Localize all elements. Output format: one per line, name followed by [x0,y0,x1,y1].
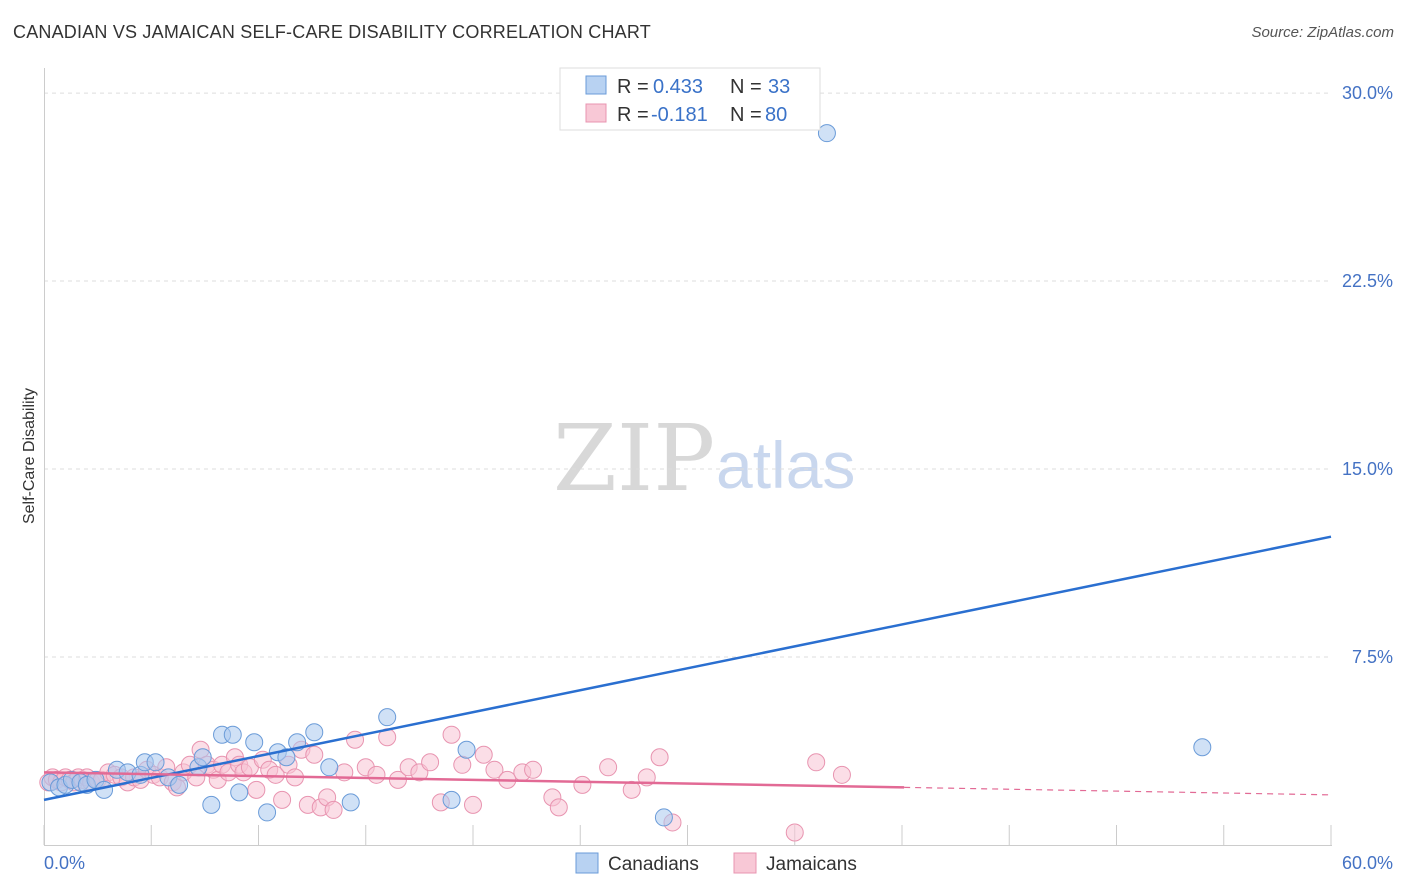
canadians-r-label: R = [617,76,649,98]
canadians-n-value: 33 [768,76,790,98]
jamaicans-point [485,760,504,779]
jamaicans-point [266,765,285,784]
jamaicans-point [524,760,543,779]
jamaicans-point [832,765,851,784]
canadians-point [378,708,397,727]
jamaicans-point [622,780,641,799]
watermark: ZIP atlas [553,405,855,512]
jamaicans-point [599,758,618,777]
canadians-point [654,808,673,827]
y-tick-label: 30.0% [1342,83,1393,103]
canadians-point [223,725,242,744]
canadians-point [202,795,221,814]
jamaicans-point [785,823,804,842]
jamaicans-point [273,790,292,809]
jamaicans-point [442,725,461,744]
canadians-point [146,753,165,772]
canadians-point [320,758,339,777]
watermark-atlas: atlas [716,428,855,502]
jamaicans-n-label: N = [730,104,762,126]
legend-canadians-swatch [575,852,599,874]
jamaicans-point [324,800,343,819]
canadians-point [457,740,476,759]
jamaicans-point [367,765,386,784]
y-axis-title: Self-Care Disability [21,388,38,524]
canadians-n-label: N = [730,76,762,98]
jamaicans-point [305,745,324,764]
chart-title: CANADIAN VS JAMAICAN SELF-CARE DISABILIT… [13,22,651,42]
canadians-point [258,803,277,822]
y-tick-label: 7.5% [1352,647,1393,667]
canadians-point [193,748,212,767]
trend-lines [43,535,1332,802]
canadians-swatch [585,75,607,95]
x-axis-ticks [43,825,1332,845]
jamaicans-swatch [585,103,607,123]
canadians-point [230,783,249,802]
canadians-point [277,748,296,767]
jamaicans-trend-extension [904,786,1332,796]
series-legend: Canadians Jamaicans [575,852,857,875]
jamaicans-point [421,753,440,772]
jamaicans-point [453,755,472,774]
legend-canadians-label: Canadians [608,854,699,875]
jamaicans-point [573,775,592,794]
canadians-trend-line [43,535,1332,802]
canadians-point [305,723,324,742]
x-tick-label-max: 60.0% [1342,853,1393,873]
canadians-point [245,733,264,752]
canadians-point [1193,738,1212,757]
jamaicans-point [346,730,365,749]
canadians-point [817,124,836,143]
grid-lines [44,92,1331,658]
legend-jamaicans-swatch [733,852,757,874]
jamaicans-n-value: 80 [765,104,787,126]
jamaicans-r-value: -0.181 [651,104,708,126]
jamaicans-point [247,780,266,799]
canadians-point [442,790,461,809]
y-tick-label: 15.0% [1342,459,1393,479]
legend-jamaicans-label: Jamaicans [766,854,857,875]
jamaicans-point [549,798,568,817]
canadians-point [170,775,189,794]
jamaicans-point [807,753,826,772]
stats-legend: R = 0.433 N = 33 R = -0.181 N = 80 [559,67,821,131]
watermark-zip: ZIP [553,405,715,512]
jamaicans-trend-line [43,771,905,789]
x-tick-label-min: 0.0% [44,853,85,873]
jamaicans-point [650,748,669,767]
y-tick-label: 22.5% [1342,271,1393,291]
canadians-point [341,793,360,812]
jamaicans-point [464,795,482,814]
canadians-r-value: 0.433 [653,76,703,98]
y-tick-labels: 7.5% 15.0% 22.5% 30.0% [1342,83,1393,667]
jamaicans-r-label: R = [617,104,649,126]
jamaicans-point [474,745,493,764]
chart-source: Source: ZipAtlas.com [1251,24,1394,41]
